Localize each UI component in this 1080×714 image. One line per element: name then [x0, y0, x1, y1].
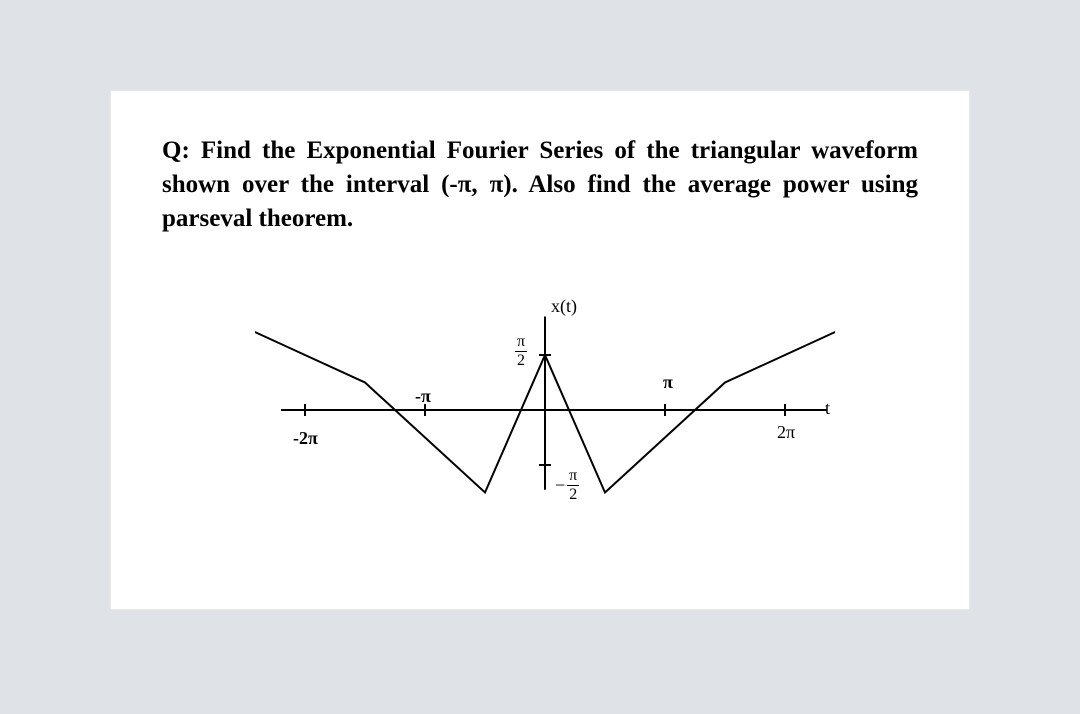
waveform-figure: x(t) t π 2 − π 2 -2π -π π 2π [255, 300, 835, 540]
y-axis-title: x(t) [551, 296, 577, 317]
ytick-pos-den: 2 [515, 353, 527, 369]
y-tick-label-pos: π 2 [515, 334, 527, 369]
ytick-pos-num: π [515, 334, 527, 350]
ytick-neg-den: 2 [567, 487, 579, 503]
document-page: Q: Find the Exponential Fourier Series o… [110, 90, 970, 610]
x-tick-label-negpi: -π [415, 386, 431, 407]
x-tick-label-pi: π [663, 372, 673, 393]
x-tick-label-2pi: 2π [777, 422, 795, 443]
ytick-neg-num: π [567, 468, 579, 484]
x-axis-title: t [825, 398, 830, 419]
question-text: Q: Find the Exponential Fourier Series o… [162, 134, 918, 235]
x-tick-label-neg2pi: -2π [293, 428, 318, 449]
y-tick-label-neg: − π 2 [555, 468, 579, 503]
ytick-neg-sign: − [555, 475, 565, 496]
waveform-svg [255, 300, 835, 540]
